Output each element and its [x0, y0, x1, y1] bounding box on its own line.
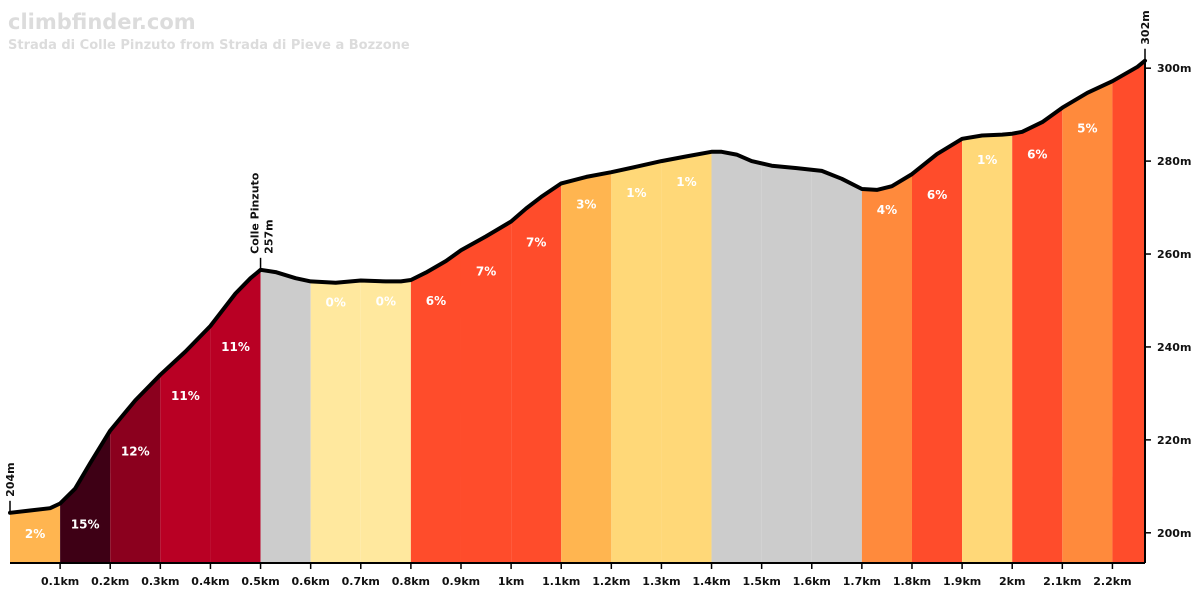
x-tick-label: 0.5km: [241, 575, 279, 588]
segment-area: [911, 138, 963, 564]
y-tick-label: 260m: [1157, 248, 1191, 261]
segment-area: [611, 161, 662, 563]
segment-area: [60, 430, 111, 563]
x-tick-label: 0.2km: [91, 575, 129, 588]
marker-label: Colle Pinzuto: [249, 172, 262, 254]
segment-area: [460, 221, 512, 563]
segment-area: [511, 183, 562, 563]
grade-label: 2%: [25, 527, 45, 541]
x-tick-label: 0.4km: [191, 575, 229, 588]
y-tick-label: 300m: [1157, 62, 1191, 75]
marker-label: 204m: [4, 462, 17, 496]
grade-label: 4%: [877, 203, 897, 217]
segment-area: [260, 269, 311, 563]
segment-area: [711, 151, 762, 564]
x-tick-label: 0.3km: [141, 575, 179, 588]
grade-label: 15%: [71, 518, 100, 532]
grade-label: 11%: [221, 340, 250, 354]
grade-label: 1%: [977, 153, 997, 167]
x-tick-label: 0.7km: [342, 575, 380, 588]
x-tick-label: 1.7km: [843, 575, 881, 588]
x-tick-label: 0.9km: [442, 575, 480, 588]
x-tick-label: 0.8km: [392, 575, 430, 588]
segment-area: [1112, 60, 1145, 563]
grade-label: 11%: [171, 389, 200, 403]
segment-area: [360, 280, 411, 563]
grade-label: 0%: [326, 295, 346, 309]
grade-label: 6%: [426, 294, 446, 308]
grade-label: 1%: [626, 186, 646, 200]
grade-label: 0%: [376, 295, 396, 309]
brand-logo: climbfinder.com: [8, 10, 196, 34]
x-tick-label: 2.2km: [1093, 575, 1131, 588]
y-tick-label: 220m: [1157, 434, 1191, 447]
grade-label: 7%: [476, 264, 496, 278]
segment-area: [761, 163, 812, 563]
x-tick-label: 1.6km: [793, 575, 831, 588]
segment-area: [811, 169, 862, 563]
segment-area: [160, 326, 211, 563]
marker-label: 302m: [1139, 10, 1152, 44]
x-tick-label: 1.9km: [943, 575, 981, 588]
grade-label: 1%: [676, 175, 696, 189]
grade-label: 7%: [526, 236, 546, 250]
grade-label: 3%: [576, 197, 596, 211]
segment-area: [210, 269, 261, 563]
x-tick-label: 2km: [999, 575, 1025, 588]
segment-area: [561, 172, 612, 563]
x-tick-label: 1.8km: [893, 575, 931, 588]
segment-area: [962, 133, 1013, 563]
segment-area: [661, 151, 712, 564]
elevation-line: [8, 58, 1147, 515]
segment-area: [861, 174, 912, 563]
segment-area: [310, 280, 361, 563]
x-tick-label: 1.3km: [642, 575, 680, 588]
marker-elevation: 257m: [263, 219, 276, 253]
segment-area: [10, 503, 61, 563]
x-tick-label: 1.4km: [692, 575, 730, 588]
x-tick-label: 1.2km: [592, 575, 630, 588]
y-tick-label: 240m: [1157, 341, 1191, 354]
x-tick-label: 1.1km: [542, 575, 580, 588]
grade-label: 12%: [121, 445, 150, 459]
x-tick-label: 2.1km: [1043, 575, 1081, 588]
x-tick-label: 0.6km: [292, 575, 330, 588]
grade-label: 6%: [927, 188, 947, 202]
x-tick-label: 1km: [498, 575, 524, 588]
chart-title: Strada di Colle Pinzuto from Strada di P…: [8, 38, 410, 53]
segment-area: [110, 374, 161, 563]
grade-label: 5%: [1077, 122, 1097, 136]
segment-area: [1012, 107, 1063, 563]
plot-area: 2% 15% 12% 11% 11% 0% 0% 6% 7% 7% 3% 1% 1% 4% 6% 1% 6% 5%…: [4, 10, 1191, 588]
y-tick-label: 200m: [1157, 527, 1191, 540]
y-tick-label: 280m: [1157, 155, 1191, 168]
segment-area: [1062, 81, 1113, 563]
x-tick-label: 0.1km: [41, 575, 79, 588]
segment-area: [410, 250, 461, 564]
x-tick-label: 1.5km: [743, 575, 781, 588]
grade-label: 6%: [1027, 148, 1047, 162]
